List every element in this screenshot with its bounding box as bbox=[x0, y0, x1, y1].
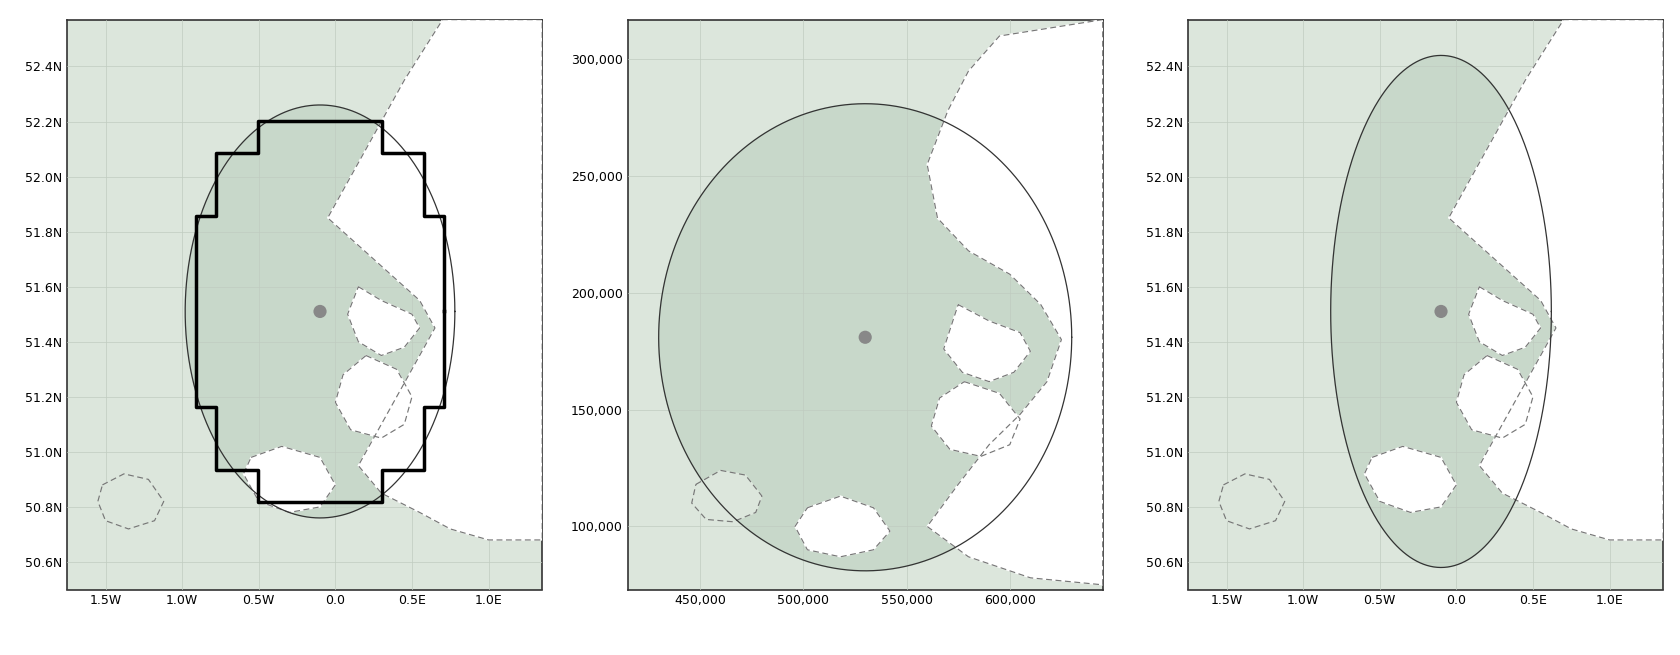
Point bbox=[852, 332, 879, 343]
Polygon shape bbox=[1448, 20, 1663, 540]
Polygon shape bbox=[348, 287, 420, 356]
Polygon shape bbox=[1457, 356, 1532, 438]
Polygon shape bbox=[244, 446, 336, 512]
Polygon shape bbox=[1468, 287, 1541, 356]
Polygon shape bbox=[97, 474, 163, 529]
Polygon shape bbox=[328, 20, 543, 540]
Polygon shape bbox=[1364, 446, 1457, 512]
Polygon shape bbox=[944, 305, 1030, 382]
Polygon shape bbox=[1220, 474, 1285, 529]
Point bbox=[1428, 307, 1455, 317]
Polygon shape bbox=[692, 470, 763, 522]
Polygon shape bbox=[195, 121, 445, 502]
Polygon shape bbox=[795, 496, 890, 557]
Polygon shape bbox=[1331, 56, 1551, 567]
Point bbox=[306, 307, 333, 317]
Polygon shape bbox=[336, 356, 412, 438]
Polygon shape bbox=[659, 103, 1072, 571]
Polygon shape bbox=[185, 105, 455, 518]
Polygon shape bbox=[927, 20, 1102, 585]
Polygon shape bbox=[931, 382, 1020, 457]
